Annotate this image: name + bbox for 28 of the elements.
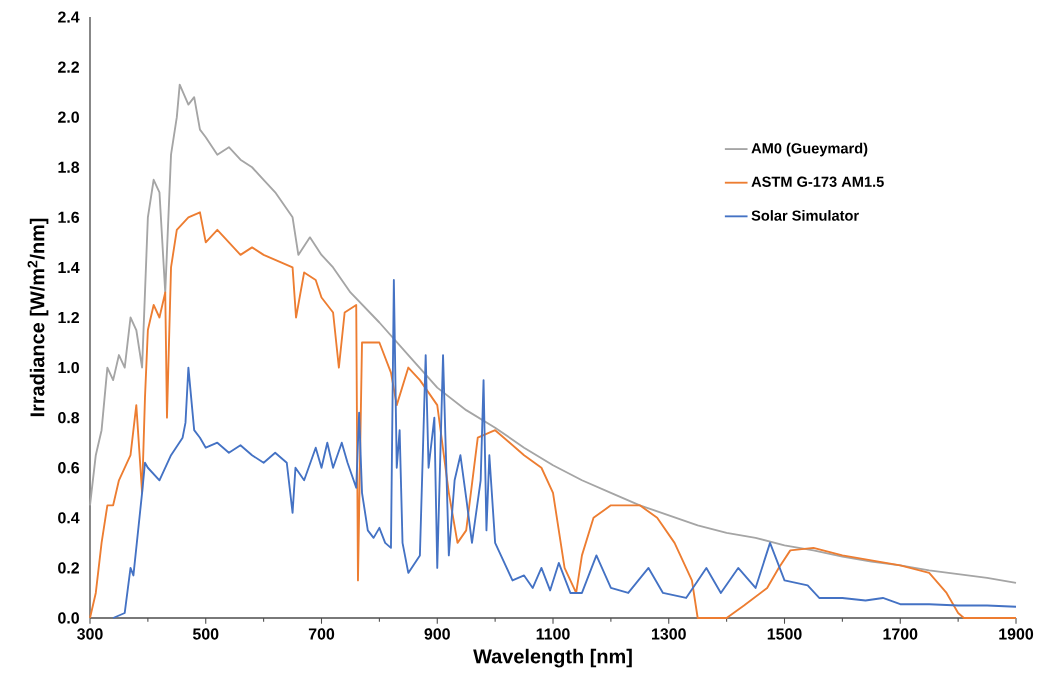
x-tick-label: 1900 (999, 628, 1034, 640)
x-tick-label: 1500 (767, 628, 802, 640)
legend-label: AM0 (Gueymard) (751, 142, 868, 157)
y-tick-label: 1.2 (58, 311, 79, 324)
x-tick-label: 1300 (652, 628, 686, 640)
x-tick-label: 1700 (883, 628, 918, 640)
y-tick-label: 0.4 (58, 512, 80, 524)
y-tick-label: 2.2 (58, 61, 79, 73)
y-axis-title: Irradiance [W/m$^{2}$/nm] (27, 218, 49, 417)
x-tick-label: 900 (424, 628, 450, 640)
x-tick-label: 1100 (536, 628, 570, 640)
y-tick-label: 0.2 (58, 562, 79, 574)
x-tick-label: 500 (192, 628, 219, 640)
y-tick-label: 1.8 (58, 161, 80, 173)
x-axis-title: Wavelength [nm] (473, 648, 632, 668)
y-tick-label: 0.6 (58, 462, 80, 474)
y-tick-label: 2.4 (58, 11, 80, 23)
x-tick-label: 700 (308, 628, 335, 640)
y-tick-label: 0.0 (58, 612, 79, 624)
line-series (112, 279, 1017, 619)
y-tick-label: 2.0 (58, 111, 79, 123)
y-tick-label: 1.4 (58, 261, 80, 273)
y-tick-label: 1.6 (58, 211, 80, 223)
y-tick-label: 0.8 (58, 412, 80, 424)
x-tick-label: 300 (77, 628, 103, 640)
y-tick-label: 1.0 (58, 361, 79, 374)
legend-label: Solar Simulator (751, 210, 859, 221)
legend-label: ASTM G-173 AM1.5 (751, 176, 884, 187)
